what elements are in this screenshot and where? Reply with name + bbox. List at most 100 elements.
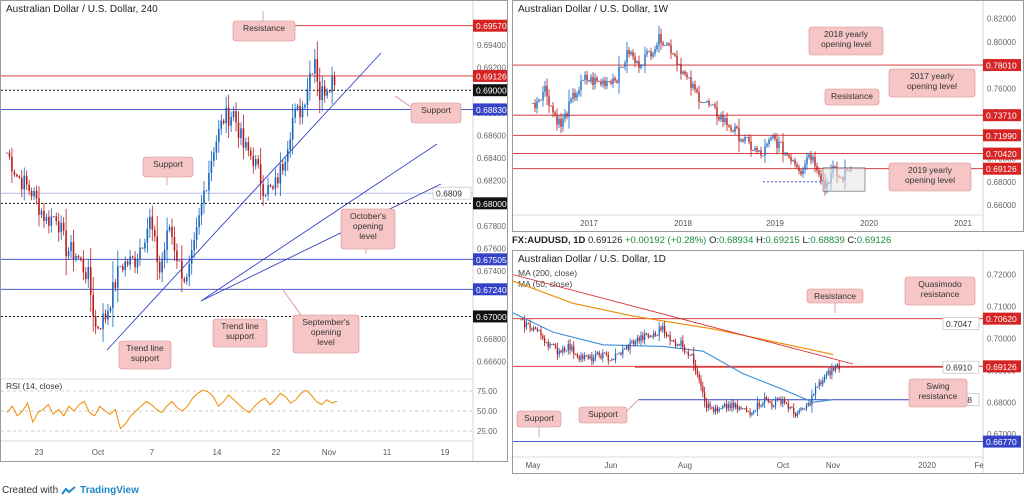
daily-candle — [640, 335, 642, 341]
daily-candle — [554, 344, 557, 348]
daily-candle — [589, 355, 591, 359]
tradingview-brand[interactable]: TradingView — [80, 485, 139, 496]
daily-chart-canvas[interactable]: 0.720000.710000.700000.690000.680000.670… — [513, 251, 1023, 473]
close-value: 0.69126 — [856, 235, 892, 246]
h4-candle — [289, 139, 292, 150]
weekly-candle — [570, 99, 572, 102]
weekly-candle — [760, 150, 762, 156]
weekly-candle — [734, 126, 736, 132]
h4-candle — [227, 107, 230, 126]
daily-candle — [807, 403, 809, 406]
daily-candle — [523, 319, 526, 328]
symbol-name: FX:AUDUSD, 1D — [512, 235, 586, 246]
daily-candle — [687, 351, 689, 356]
weekly-time-tick: 2020 — [860, 219, 878, 228]
weekly-candle — [706, 101, 708, 103]
h4-candle — [262, 184, 264, 197]
weekly-candle — [742, 139, 744, 142]
daily-candle — [542, 335, 544, 339]
daily-candle — [836, 364, 839, 367]
daily-chart-panel[interactable]: Australian Dollar / U.S. Dollar, 1D 0.72… — [512, 250, 1024, 474]
weekly-candle — [728, 125, 730, 127]
daily-candle — [720, 408, 722, 410]
h4-candle — [178, 260, 181, 262]
h4-trend-line — [200, 143, 438, 302]
open-value: 0.68934 — [719, 235, 754, 246]
daily-candle — [682, 340, 684, 348]
daily-candle — [540, 330, 542, 336]
h4-candle — [134, 257, 136, 268]
weekly-candle — [556, 114, 558, 125]
weekly-candle — [620, 66, 622, 68]
h4-candle — [193, 239, 195, 251]
h4-price-tick: 0.68200 — [477, 177, 506, 186]
daily-candle — [614, 353, 617, 360]
h4-candle — [161, 259, 163, 273]
weekly-candle — [776, 138, 778, 148]
daily-candle — [625, 346, 628, 349]
weekly-candle — [652, 53, 654, 57]
daily-candle — [667, 335, 669, 337]
weekly-candle — [768, 139, 770, 144]
h4-level-tag-bg — [473, 283, 507, 296]
h4-candle — [188, 263, 191, 278]
h4-candle — [33, 190, 35, 197]
h4-candle — [279, 164, 282, 184]
daily-candle — [647, 334, 649, 338]
weekly-candle — [554, 112, 556, 115]
daily-candle — [716, 407, 719, 412]
daily-candle — [809, 403, 811, 406]
daily-candle — [705, 401, 708, 408]
h4-candle — [277, 177, 279, 184]
weekly-candle — [720, 115, 722, 120]
weekly-candle — [804, 164, 806, 170]
h4-candle — [274, 177, 277, 189]
daily-candle — [665, 333, 668, 337]
weekly-candle — [546, 85, 548, 97]
h4-candle — [240, 128, 242, 139]
h4-annotation: opening — [311, 327, 342, 337]
daily-candle — [556, 347, 559, 355]
last-price: 0.69126 — [588, 235, 623, 246]
daily-candle — [669, 335, 671, 341]
weekly-candle — [670, 45, 672, 54]
weekly-candle — [794, 160, 796, 165]
h4-annotation: September's — [302, 317, 349, 327]
h4-annotation: Trend line — [126, 343, 164, 353]
daily-level-tag: 0.70620 — [986, 314, 1017, 324]
daily-candle — [743, 408, 746, 410]
daily-annotation: resistance — [919, 391, 958, 401]
daily-level-tag-bg — [983, 312, 1021, 325]
weekly-candle — [574, 92, 576, 98]
h4-level-tag: 0.67240 — [476, 285, 507, 295]
weekly-candle — [538, 99, 540, 102]
daily-candle — [791, 407, 793, 409]
h4-candle — [40, 210, 43, 215]
daily-candle — [563, 348, 566, 352]
weekly-candle — [758, 150, 760, 152]
weekly-chart-canvas[interactable]: 0.820000.800000.760000.740000.720000.700… — [513, 1, 1023, 231]
daily-candle — [751, 413, 753, 416]
daily-candle — [676, 344, 679, 346]
h4-time-tick: 22 — [272, 448, 281, 457]
daily-candle — [785, 402, 788, 404]
h4-price-tick: 0.67400 — [477, 267, 506, 276]
daily-candle — [765, 397, 768, 400]
h4-level-tag: 0.69570 — [476, 21, 507, 31]
weekly-price-tick: 0.80000 — [987, 38, 1016, 47]
weekly-candle — [748, 137, 750, 142]
daily-time-tick: Jun — [605, 461, 618, 470]
h4-candle — [272, 186, 274, 189]
h4-chart-canvas[interactable]: 0.694000.692000.688000.686000.684000.682… — [1, 1, 507, 461]
daily-candle — [722, 406, 724, 409]
weekly-candle — [644, 54, 646, 66]
weekly-chart-panel[interactable]: Australian Dollar / U.S. Dollar, 1W 0.82… — [512, 0, 1024, 232]
weekly-candle — [664, 45, 666, 47]
weekly-candle — [586, 74, 588, 81]
weekly-candle — [540, 99, 542, 101]
weekly-candle — [726, 118, 728, 126]
daily-candle — [580, 355, 582, 360]
h4-candle — [217, 128, 220, 142]
weekly-candle — [582, 80, 584, 82]
h4-chart-panel[interactable]: Australian Dollar / U.S. Dollar, 240 0.6… — [0, 0, 508, 462]
